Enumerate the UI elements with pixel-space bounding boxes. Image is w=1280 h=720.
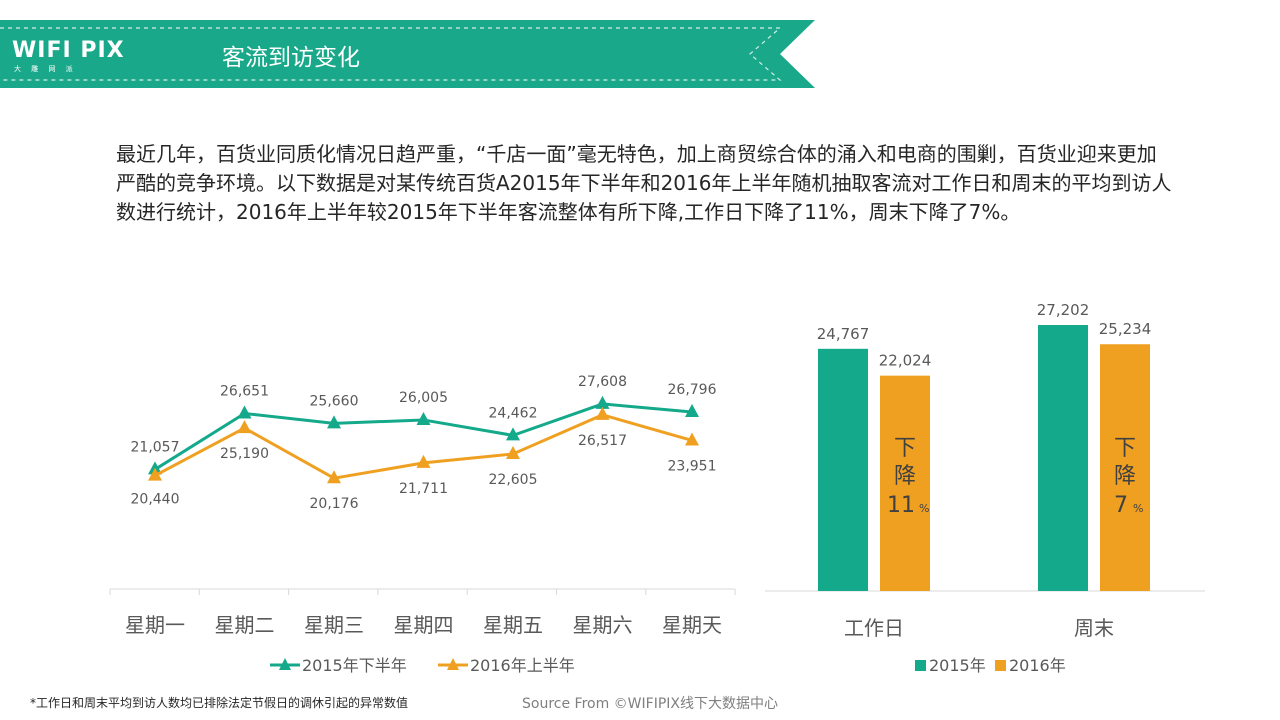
data-label: 21,711 [399, 481, 448, 497]
page-title: 客流到访变化 [222, 45, 360, 71]
banner-dashed-border [0, 27, 782, 81]
bar [818, 348, 868, 591]
legend-swatch [995, 660, 1006, 671]
data-point-marker [685, 404, 699, 418]
data-label: 26,005 [399, 390, 448, 406]
data-point-marker [506, 445, 520, 459]
data-point-marker [327, 470, 341, 484]
decline-annotation-char: 下 [1114, 436, 1136, 461]
legend-marker [279, 658, 291, 670]
bar [880, 375, 930, 591]
x-tick-label: 星期三 [304, 613, 364, 637]
data-label: 25,234 [1099, 320, 1152, 338]
data-label: 23,951 [668, 458, 717, 474]
data-label: 24,462 [489, 405, 538, 421]
footnote: *工作日和周末平均到访人数均已排除法定节假日的调休引起的异常数值 [30, 696, 409, 710]
data-label: 26,651 [220, 383, 269, 399]
data-point-marker [595, 395, 610, 409]
decline-annotation-char: 降 [894, 464, 916, 489]
bar [1038, 325, 1088, 591]
source-credit: Source From ©WIFIPIX线下大数据中心 [522, 696, 778, 712]
legend-label: 2015年下半年 [302, 656, 407, 675]
x-tick-label: 星期一 [125, 613, 185, 637]
x-tick-label: 星期五 [483, 613, 543, 637]
data-label: 20,176 [310, 496, 359, 512]
data-label: 20,440 [131, 492, 180, 508]
data-point-marker [685, 432, 699, 446]
decline-annotation-unit: % [919, 502, 929, 515]
x-tick-label: 星期四 [394, 613, 454, 637]
bar [1100, 344, 1150, 591]
data-label: 22,605 [489, 472, 538, 488]
data-point-marker [237, 420, 252, 434]
data-point-marker [416, 454, 431, 468]
banner-shape [0, 20, 815, 88]
data-label: 27,202 [1037, 301, 1090, 319]
decline-annotation-value: 11 [887, 493, 915, 518]
legend-label: 2016年上半年 [470, 656, 575, 675]
wifipix-logo-subtitle: 大 雕 网 派 [14, 65, 77, 73]
legend-label: 2016年 [1009, 656, 1066, 675]
data-label: 25,660 [310, 393, 359, 409]
data-point-marker [595, 406, 610, 420]
weekday-line-chart: 星期一 星期二 星期三 星期四 星期五 星期六 星期天 21,057 26,651 25,660 2… [109, 374, 736, 675]
decline-annotation-unit: % [1133, 502, 1143, 515]
legend-marker [447, 658, 459, 670]
legend-label: 2015年 [929, 656, 986, 675]
data-label: 26,796 [668, 382, 717, 398]
data-point-marker [416, 411, 431, 425]
x-tick-label: 星期二 [215, 613, 275, 637]
header-banner [0, 20, 815, 88]
x-tick-label: 周末 [1074, 616, 1114, 640]
data-label: 26,517 [578, 433, 627, 449]
decline-annotation-value: 7 [1114, 493, 1128, 518]
x-tick-label: 工作日 [844, 616, 904, 640]
x-tick-label: 星期天 [662, 613, 722, 637]
data-point-marker [327, 415, 341, 429]
data-label: 24,767 [817, 325, 870, 343]
data-point-marker [237, 405, 252, 419]
data-label: 22,024 [879, 352, 932, 370]
decline-annotation-char: 降 [1114, 464, 1136, 489]
data-label: 21,057 [131, 439, 180, 455]
intro-paragraph: 最近几年，百货业同质化情况日趋严重，“千店一面”毫无特色，加上商贸综合体的涌入和… [116, 142, 1172, 224]
data-point-marker [506, 427, 520, 441]
x-tick-label: 星期六 [573, 613, 633, 637]
data-label: 25,190 [220, 446, 269, 462]
data-point-marker [148, 467, 162, 481]
decline-annotation-char: 下 [894, 436, 916, 461]
data-label: 27,608 [578, 374, 627, 390]
wifipix-logo: WIFI PIX [12, 38, 125, 63]
legend-swatch [915, 660, 926, 671]
